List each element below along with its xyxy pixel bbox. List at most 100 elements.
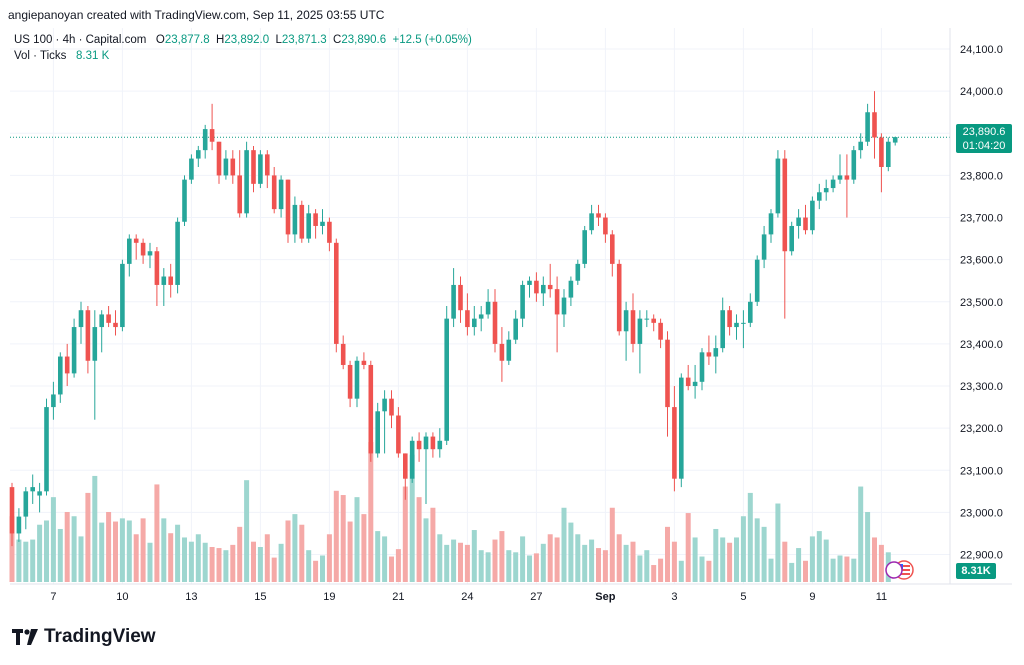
volume-bar — [596, 548, 601, 582]
y-tick-label: 23,200.0 — [960, 423, 1003, 435]
bar-countdown: 01:04:20 — [962, 140, 1006, 152]
candle-body — [823, 188, 829, 193]
volume-bar — [471, 530, 477, 582]
candle-body — [437, 440, 443, 450]
candle-body — [120, 263, 125, 328]
candle-body — [603, 217, 608, 235]
volume-bar — [9, 516, 15, 582]
volume-label[interactable]: Vol · Ticks — [14, 50, 67, 62]
volume-bar — [823, 539, 829, 582]
candle-body — [9, 487, 15, 534]
volume-bar — [292, 514, 298, 582]
close-label: C — [333, 34, 342, 46]
volume-bar — [830, 558, 836, 582]
x-tick-label: 7 — [50, 591, 56, 603]
candle-body — [872, 112, 877, 138]
volume-bar — [320, 555, 325, 582]
candle-body — [713, 348, 719, 357]
candle-body — [202, 129, 208, 151]
volume-bar — [727, 542, 733, 582]
candle-body — [313, 213, 318, 226]
candle-body — [644, 318, 650, 320]
volume-bar — [50, 497, 56, 582]
candle-body — [630, 310, 636, 344]
volume-bar — [333, 490, 339, 582]
candle-body — [285, 179, 291, 235]
candle-body — [451, 284, 456, 319]
volume-bar — [154, 484, 160, 582]
volume-bar — [809, 536, 815, 582]
candle-body — [85, 310, 91, 361]
volume-bar — [609, 507, 615, 582]
volume-bar — [437, 534, 443, 582]
candle-body — [403, 453, 408, 479]
candle-body — [534, 280, 539, 294]
candle-body — [223, 158, 229, 176]
y-tick-label: 23,000.0 — [960, 507, 1003, 519]
event-marker-icon[interactable] — [885, 561, 903, 579]
volume-bar — [368, 442, 374, 582]
y-tick-label: 23,400.0 — [960, 339, 1003, 351]
volume-bar — [671, 541, 677, 582]
candle-body — [527, 280, 532, 285]
candle-body — [499, 343, 505, 361]
candle-body — [830, 179, 836, 189]
candle-body — [140, 242, 146, 256]
volume-bar — [216, 548, 222, 582]
volume-bar — [71, 516, 77, 582]
y-tick-label: 23,700.0 — [960, 213, 1003, 225]
volume-bar — [195, 534, 201, 582]
volume-bar — [78, 536, 84, 582]
tradingview-logo[interactable]: TradingView — [12, 626, 156, 648]
candle-body — [810, 200, 815, 231]
volume-bar — [796, 548, 802, 582]
open-value: 23,877.8 — [164, 34, 210, 46]
volume-bar — [685, 513, 691, 582]
candle-body — [416, 440, 422, 450]
volume-bar — [878, 544, 884, 582]
x-axis-labels: 7 10 13 15 19 21 24 27 Sep 3 5 9 11 — [50, 591, 887, 603]
volume-legend: Vol · Ticks 8.31 K — [14, 50, 109, 62]
candle-body — [423, 436, 429, 450]
volume-bar — [734, 537, 739, 582]
y-tick-label: 23,500.0 — [960, 297, 1003, 309]
high-label: H — [216, 34, 225, 46]
candle-body — [761, 234, 767, 260]
candle-body — [368, 364, 374, 454]
candle-body — [879, 137, 884, 167]
candle-body — [658, 322, 663, 340]
candle-body — [547, 284, 553, 290]
volume-bar — [223, 550, 229, 582]
candle-body — [679, 377, 684, 479]
candle-body — [492, 301, 498, 344]
candle-body — [209, 129, 215, 142]
attribution-header: angiepanoyan created with TradingView.co… — [8, 8, 385, 22]
volume-bar — [561, 507, 567, 582]
candle-body — [637, 318, 643, 344]
volume-bar — [865, 512, 871, 582]
candle-body — [554, 289, 560, 315]
candle-body — [361, 360, 367, 365]
volume-bar — [23, 541, 29, 582]
volume-bar — [264, 534, 270, 582]
candle-body — [513, 318, 518, 340]
volume-bar — [175, 524, 181, 582]
x-tick-label: 9 — [809, 591, 815, 603]
volume-bar — [271, 557, 277, 582]
volume-bar — [299, 524, 305, 582]
volume-bar — [340, 495, 346, 582]
candle-body — [230, 158, 236, 176]
volume-bar — [416, 497, 422, 582]
candle-body — [51, 394, 56, 408]
candle-body — [196, 150, 201, 159]
candle-body — [147, 251, 153, 256]
candle-body — [244, 150, 249, 214]
close-value: 23,890.6 — [341, 34, 387, 46]
candle-body — [768, 213, 774, 235]
symbol-label[interactable]: US 100 · 4h · Capital.com — [14, 34, 147, 46]
candle-body — [741, 322, 746, 324]
candle-body — [189, 158, 194, 180]
volume-bar — [872, 537, 877, 582]
candle-body — [409, 440, 415, 479]
